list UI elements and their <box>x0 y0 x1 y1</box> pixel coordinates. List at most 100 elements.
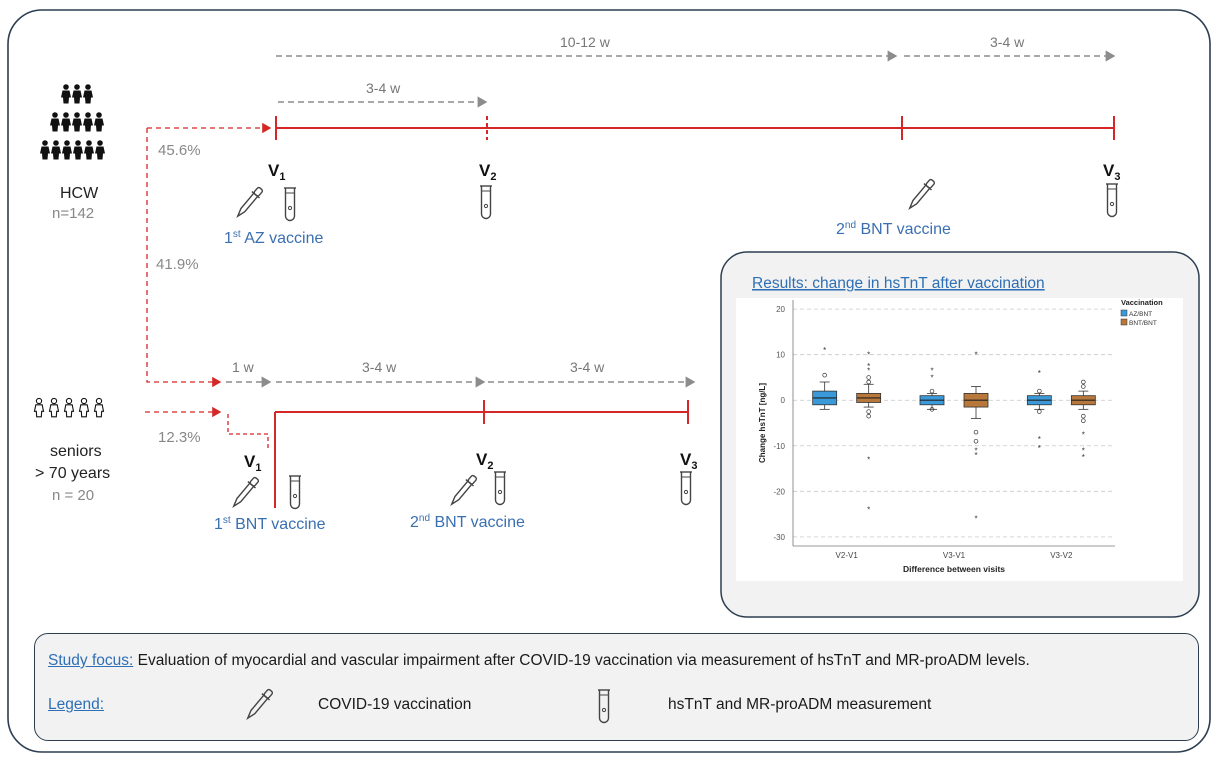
outlier-point <box>1081 418 1086 423</box>
extreme-point: * <box>867 351 870 360</box>
extreme-point: * <box>974 446 977 455</box>
outlier-point <box>929 388 935 394</box>
outlier-point <box>1081 384 1086 389</box>
extreme-point: * <box>930 367 933 376</box>
y-tick-label: -10 <box>773 442 785 451</box>
legend-pipette-icon <box>243 686 276 723</box>
seniors-v2-tube-icon <box>493 471 507 506</box>
extreme-point: * <box>1082 430 1085 439</box>
outlier-point <box>866 375 871 380</box>
extreme-point: * <box>974 351 977 360</box>
y-tick-label: 20 <box>776 305 785 314</box>
hcw-timeline <box>275 116 1115 140</box>
seniors-v3-label: V3 <box>680 450 697 472</box>
seniors-v1-tube-icon <box>288 475 302 510</box>
extreme-point: * <box>1038 369 1041 378</box>
legend-vaccination-text: COVID-19 vaccination <box>318 696 472 713</box>
results-chart-bg <box>736 298 1183 581</box>
extreme-point: * <box>1082 453 1085 462</box>
x-tick-label: V3-V1 <box>943 551 966 560</box>
outlier-point <box>822 372 827 378</box>
study-focus-text: Evaluation of myocardial and vascular im… <box>133 652 1030 669</box>
hcw-vaccine2-label: 2nd BNT vaccine <box>836 220 951 238</box>
outlier-point <box>1081 379 1086 385</box>
outlier-point <box>1037 388 1042 394</box>
hcw-percent-top: 45.6% <box>158 142 201 159</box>
y-tick-label: -30 <box>773 533 785 542</box>
seniors-percent: 12.3% <box>158 429 201 446</box>
y-tick-label: 0 <box>781 396 786 405</box>
study-focus-box <box>34 633 1199 741</box>
legend-title: Vaccination <box>1121 298 1163 307</box>
x-tick-label: V3-V2 <box>1050 551 1073 560</box>
extreme-point: * <box>930 373 933 382</box>
x-axis-label: Difference between visits <box>903 564 1005 574</box>
hcw-v1-tube-icon <box>283 187 297 222</box>
seniors-interval-3-4w-a: 3-4 w <box>362 359 397 375</box>
legend-swatch <box>1120 318 1128 326</box>
y-tick-label: -20 <box>773 487 785 496</box>
extreme-point: * <box>867 455 870 464</box>
extreme-point: * <box>974 515 977 524</box>
extreme-point: * <box>823 346 826 355</box>
hcw-v3-tube-icon <box>1105 183 1119 218</box>
seniors-v3-tube-icon <box>679 471 693 506</box>
outlier-point <box>1081 413 1086 419</box>
hstnt-boxplot-chart: 20 10 0 -10 -20 -30 Change hsTnT [ng/L] Differe… <box>758 298 1163 574</box>
outlier-point <box>973 429 979 435</box>
legend-measurement-text: hsTnT and MR-proADM measurement <box>668 696 932 713</box>
legend-swatch <box>1120 309 1128 317</box>
seniors-timeline <box>274 400 689 508</box>
hcw-interval-arrows <box>276 50 1116 108</box>
y-axis-label: Change hsTnT [ng/L] <box>758 383 767 463</box>
outlier-point <box>866 409 871 414</box>
outlier-point <box>866 379 871 385</box>
hcw-v2-tube-icon <box>479 185 493 220</box>
legend-tube-icon <box>597 689 611 724</box>
legend-label[interactable]: Legend: <box>48 696 105 713</box>
study-focus-line: Study focus: Evaluation of myocardial an… <box>48 652 1030 670</box>
y-tick-label: 10 <box>776 351 785 360</box>
extreme-point: * <box>1038 444 1041 453</box>
seniors-vaccine2-label: 2nd BNT vaccine <box>410 513 525 531</box>
outlier-point <box>929 407 935 412</box>
hcw-label: HCW <box>60 185 99 202</box>
hcw-v1-label: V1 <box>268 161 285 183</box>
results-title[interactable]: Results: change in hsTnT after vaccinati… <box>752 275 1045 292</box>
hcw-interval-10-12w: 10-12 w <box>560 34 611 50</box>
seniors-n: n = 20 <box>52 487 94 504</box>
seniors-vaccine1-label: 1st BNT vaccine <box>214 515 326 533</box>
seniors-v2-pipette-icon <box>447 472 480 509</box>
hcw-percent-mid: 41.9% <box>156 256 199 273</box>
seniors-crowd-icon <box>33 397 105 418</box>
seniors-v1-label: V1 <box>244 452 261 474</box>
allocation-branches <box>145 122 272 448</box>
hcw-interval-3-4w-right: 3-4 w <box>990 34 1025 50</box>
legend-entry: BNT/BNT <box>1129 320 1157 327</box>
extreme-point: * <box>867 362 870 371</box>
study-focus-label[interactable]: Study focus: <box>48 652 134 669</box>
extreme-point: * <box>1082 446 1085 455</box>
legend-entry: AZ/BNT <box>1129 311 1152 318</box>
seniors-label-line1: seniors <box>50 443 102 460</box>
seniors-interval-3-4w-b: 3-4 w <box>570 359 605 375</box>
outlier-point <box>973 438 979 444</box>
hcw-interval-3-4w: 3-4 w <box>366 80 401 96</box>
seniors-label-line2: > 70 years <box>35 465 110 482</box>
hcw-v3-label: V3 <box>1103 161 1120 183</box>
extreme-point: * <box>1038 435 1041 444</box>
seniors-interval-1w: 1 w <box>232 359 255 375</box>
outer-frame <box>7 9 1211 753</box>
outlier-point <box>866 413 871 419</box>
hcw-crowd-icon <box>40 84 105 160</box>
hcw-n: n=142 <box>52 205 94 222</box>
hcw-vaccine1-label: 1st AZ vaccine <box>224 229 323 247</box>
seniors-v1-pipette-icon <box>229 474 262 511</box>
outlier-point <box>1037 409 1042 414</box>
seniors-v2-label: V2 <box>476 450 493 472</box>
x-tick-label: V2-V1 <box>836 551 859 560</box>
extreme-point: * <box>974 451 977 460</box>
hcw-v2-label: V2 <box>479 161 496 183</box>
extreme-point: * <box>867 506 870 515</box>
